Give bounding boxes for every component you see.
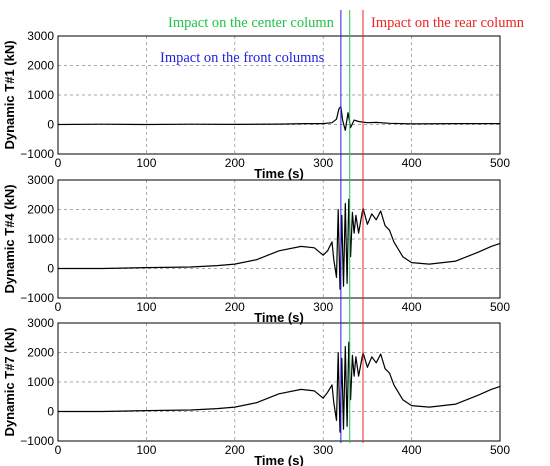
x-tick-label: 400 <box>402 156 422 170</box>
y-axis-label: Dynamic T#4 (kN) <box>2 184 17 293</box>
x-tick-label: 400 <box>402 443 422 457</box>
x-tick-label: 0 <box>55 156 62 170</box>
y-axis-label: Dynamic T#7 (kN) <box>2 327 17 436</box>
y-tick-label: −1000 <box>20 291 54 305</box>
annotation-rear-column: Impact on the rear column <box>371 15 525 31</box>
y-tick-label: 2000 <box>27 59 54 73</box>
y-tick-label: −1000 <box>20 147 54 161</box>
annotation-front-columns: Impact on the front columns <box>160 50 325 66</box>
x-axis-label: Time (s) <box>254 310 304 325</box>
y-tick-label: 3000 <box>27 29 54 43</box>
x-tick-label: 0 <box>55 300 62 314</box>
y-tick-label: 0 <box>47 118 54 132</box>
impact-lines <box>340 10 364 443</box>
plot-frame <box>57 35 501 155</box>
x-tick-label: 200 <box>225 300 245 314</box>
y-tick-label: 1000 <box>27 88 54 102</box>
y-tick-label: 2000 <box>27 203 54 217</box>
plot-frame <box>57 179 501 299</box>
x-tick-label: 100 <box>136 156 156 170</box>
y-tick-label: −1000 <box>20 434 54 448</box>
y-tick-label: 1000 <box>27 232 54 246</box>
series-line <box>58 341 501 433</box>
x-tick-label: 100 <box>136 300 156 314</box>
x-tick-label: 400 <box>402 300 422 314</box>
series-line <box>58 198 501 290</box>
x-tick-label: 500 <box>490 300 510 314</box>
x-tick-label: 300 <box>313 443 333 457</box>
x-tick-label: 300 <box>313 156 333 170</box>
y-tick-label: 1000 <box>27 375 54 389</box>
plot-frame <box>57 322 501 442</box>
x-axis-label: Time (s) <box>254 453 304 466</box>
series-line <box>57 106 500 131</box>
x-axis-label: Time (s) <box>254 166 304 181</box>
x-tick-label: 500 <box>490 443 510 457</box>
y-tick-label: 0 <box>47 262 54 276</box>
y-tick-label: 3000 <box>27 173 54 187</box>
x-tick-label: 0 <box>55 443 62 457</box>
x-tick-label: 500 <box>490 156 510 170</box>
x-tick-label: 300 <box>313 300 333 314</box>
y-tick-label: 2000 <box>27 346 54 360</box>
x-tick-label: 200 <box>225 156 245 170</box>
y-tick-label: 0 <box>47 405 54 419</box>
annotation-center-column: Impact on the center column <box>168 15 335 31</box>
x-tick-label: 200 <box>225 443 245 457</box>
y-tick-label: 3000 <box>27 316 54 330</box>
x-tick-label: 100 <box>136 443 156 457</box>
y-axis-label: Dynamic T#1 (kN) <box>2 40 17 149</box>
